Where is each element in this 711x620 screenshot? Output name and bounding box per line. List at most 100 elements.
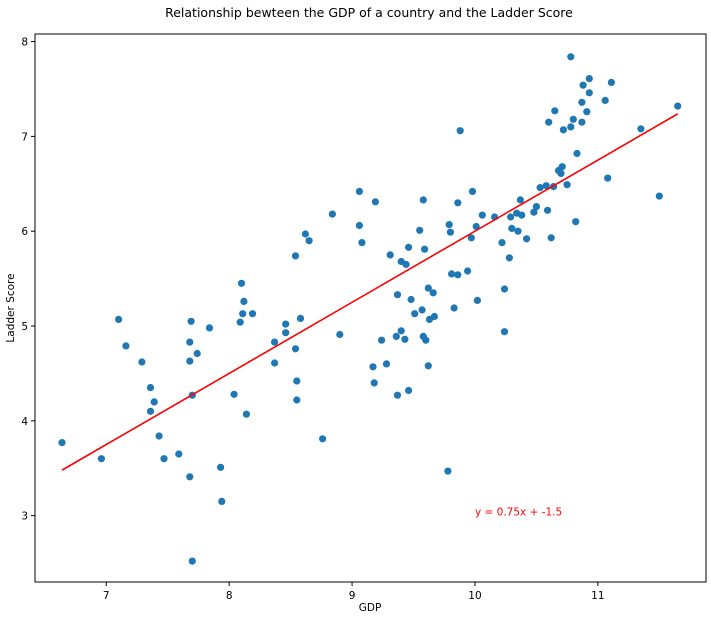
data-point xyxy=(205,324,214,332)
data-point xyxy=(405,386,413,395)
data-point xyxy=(237,279,246,287)
y-tick-label: 8 xyxy=(21,37,28,49)
data-point xyxy=(58,439,66,447)
data-point xyxy=(545,118,553,126)
plot-frame xyxy=(34,33,707,583)
data-point xyxy=(242,410,250,418)
data-point xyxy=(454,199,462,207)
data-point xyxy=(122,342,130,350)
data-point xyxy=(293,377,301,385)
data-point xyxy=(422,336,430,344)
data-point xyxy=(567,53,575,61)
data-point xyxy=(291,345,300,353)
data-point xyxy=(543,206,552,214)
data-point xyxy=(557,169,565,177)
data-point xyxy=(604,174,612,182)
data-point xyxy=(456,127,464,135)
data-point xyxy=(402,260,410,268)
data-point xyxy=(282,329,290,337)
data-point xyxy=(421,245,429,253)
data-point xyxy=(369,363,377,371)
data-point xyxy=(358,239,366,247)
data-point xyxy=(573,149,581,158)
x-tick-label: 10 xyxy=(468,590,481,602)
data-point xyxy=(532,203,541,211)
data-point xyxy=(138,358,146,366)
data-point xyxy=(446,228,454,236)
data-point xyxy=(355,221,363,230)
data-point xyxy=(150,398,158,406)
data-point xyxy=(445,221,453,229)
data-point xyxy=(478,211,486,219)
data-point xyxy=(271,338,279,346)
data-point xyxy=(567,123,575,131)
data-point xyxy=(430,312,438,321)
data-point xyxy=(186,357,194,365)
y-axis-label: Ladder Score xyxy=(5,273,17,342)
data-point xyxy=(305,237,313,245)
y-tick-label: 5 xyxy=(21,321,28,333)
data-point xyxy=(411,310,419,318)
points-layer xyxy=(58,53,682,565)
data-point xyxy=(296,314,305,322)
data-point xyxy=(563,181,571,189)
data-point xyxy=(578,98,586,106)
data-point xyxy=(236,318,244,326)
data-point xyxy=(397,327,405,335)
data-point xyxy=(472,222,480,231)
data-point xyxy=(328,210,336,218)
data-point xyxy=(674,102,682,110)
data-point xyxy=(559,126,568,134)
data-point xyxy=(464,267,472,275)
data-point xyxy=(186,473,194,481)
data-point xyxy=(450,304,458,312)
data-point xyxy=(371,198,379,206)
data-point xyxy=(637,125,645,133)
data-point xyxy=(407,295,415,304)
x-tick-label: 8 xyxy=(226,590,233,602)
data-point xyxy=(505,254,513,262)
data-point xyxy=(583,108,591,116)
data-point xyxy=(424,362,432,370)
data-point xyxy=(382,360,391,368)
data-point xyxy=(542,182,550,190)
data-point xyxy=(336,330,344,339)
y-tick-label: 4 xyxy=(21,416,28,428)
data-point xyxy=(378,336,386,344)
data-point xyxy=(424,284,432,292)
data-point xyxy=(405,243,413,251)
data-point xyxy=(401,335,409,343)
data-point xyxy=(655,192,663,200)
regression-equation: y = 0.75x + -1.5 xyxy=(475,507,562,519)
data-point xyxy=(217,463,225,471)
data-point xyxy=(507,213,515,221)
x-axis-ticks: 7 8 9 10 11 xyxy=(103,582,605,602)
data-point xyxy=(218,497,226,505)
data-point xyxy=(239,310,247,318)
data-point xyxy=(240,297,248,305)
data-point xyxy=(248,310,257,318)
data-point xyxy=(536,184,544,192)
data-point xyxy=(530,208,538,216)
data-point xyxy=(416,226,424,234)
data-point xyxy=(291,252,300,260)
data-point xyxy=(518,211,526,219)
data-point xyxy=(516,196,525,204)
data-point xyxy=(282,320,290,328)
data-point xyxy=(271,359,279,367)
data-point xyxy=(551,107,559,115)
data-point xyxy=(585,75,593,83)
data-point xyxy=(500,285,509,293)
y-axis-ticks: 3 4 5 6 7 8 xyxy=(21,37,35,523)
x-tick-label: 7 xyxy=(103,590,110,602)
x-tick-label: 9 xyxy=(349,590,356,602)
chart-title: Relationship bewteen the GDP of a countr… xyxy=(165,5,573,20)
data-point xyxy=(393,291,402,299)
regression-line xyxy=(61,113,679,471)
data-point xyxy=(448,270,456,278)
data-point xyxy=(585,89,593,97)
data-point xyxy=(547,234,555,242)
data-point xyxy=(514,227,522,235)
data-point xyxy=(293,396,301,404)
